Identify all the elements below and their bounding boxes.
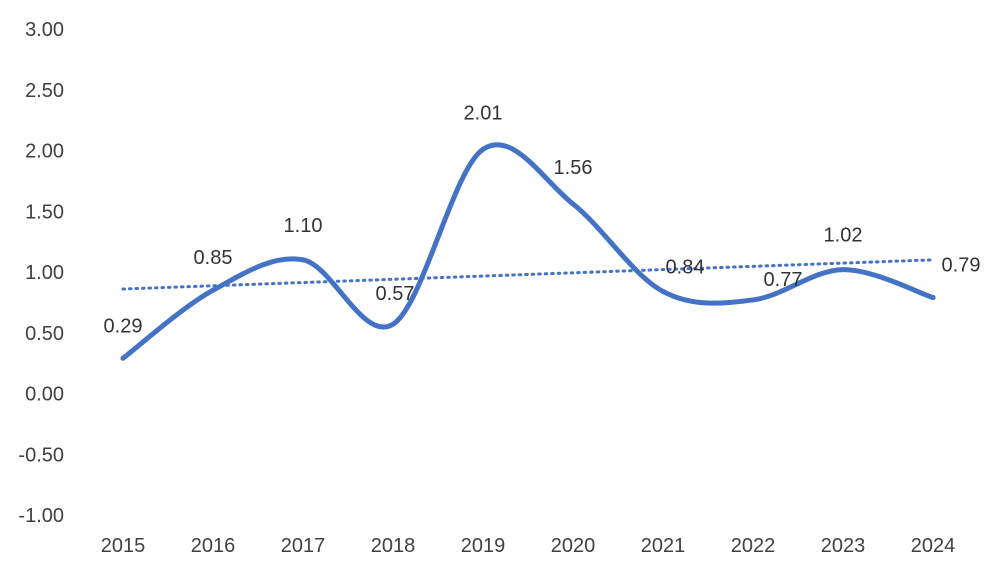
y-tick-label-3: 1.50 — [25, 201, 64, 223]
y-tick-label-1: 2.50 — [25, 80, 64, 102]
x-tick-label-2017: 2017 — [281, 535, 326, 557]
y-tick-label-4: 1.00 — [25, 262, 64, 284]
trendline — [121, 258, 935, 291]
x-tick-label-2019: 2019 — [461, 535, 506, 557]
data-labels: 0.29 0.85 1.10 0.57 2.01 1.56 0.84 0.77 1.02 0.79 — [104, 102, 981, 337]
y-tick-label-2: 2.00 — [25, 141, 64, 163]
x-axis: 2015 2016 2017 2018 2019 2020 2021 2022 2023 2024 — [101, 535, 956, 557]
data-point-2023 — [840, 267, 846, 273]
x-tick-label-2022: 2022 — [731, 535, 776, 557]
y-tick-label-6: 0.00 — [25, 384, 64, 406]
x-tick-label-2024: 2024 — [911, 535, 956, 557]
y-tick-label-7: -0.50 — [18, 444, 64, 466]
data-point-2015 — [120, 355, 126, 361]
x-tick-label-2021: 2021 — [641, 535, 686, 557]
data-point-2021 — [660, 288, 666, 294]
data-point-2024 — [930, 295, 936, 301]
series-group — [120, 142, 936, 361]
y-tick-label-8: -1.00 — [18, 505, 64, 527]
y-tick-label-0: 3.00 — [25, 19, 64, 41]
data-label-2019: 2.01 — [464, 102, 503, 124]
series-line — [120, 142, 936, 361]
y-tick-label-5: 0.50 — [25, 323, 64, 345]
data-point-2020 — [570, 201, 576, 207]
data-point-2017 — [300, 257, 306, 263]
data-label-2020: 1.56 — [554, 157, 593, 179]
x-tick-label-2018: 2018 — [371, 535, 416, 557]
trendline-group — [121, 258, 935, 291]
data-point-2016 — [210, 287, 216, 293]
data-label-2023: 1.02 — [824, 225, 863, 247]
data-label-2017: 1.10 — [284, 215, 323, 237]
data-label-2022: 0.77 — [764, 269, 803, 291]
data-point-2019 — [480, 146, 486, 152]
data-label-2018: 0.57 — [376, 283, 415, 305]
x-tick-label-2015: 2015 — [101, 535, 146, 557]
x-tick-label-2023: 2023 — [821, 535, 866, 557]
data-point-2018 — [390, 321, 396, 327]
data-point-2022 — [750, 297, 756, 303]
data-label-2015: 0.29 — [104, 315, 143, 337]
data-label-2016: 0.85 — [194, 247, 233, 269]
data-label-2021: 0.84 — [666, 256, 705, 278]
x-tick-label-2016: 2016 — [191, 535, 236, 557]
data-label-2024: 0.79 — [942, 255, 981, 277]
y-axis: 3.00 2.50 2.00 1.50 1.00 0.50 0.00 -0.50 -1.00 — [18, 19, 64, 527]
x-tick-label-2020: 2020 — [551, 535, 596, 557]
